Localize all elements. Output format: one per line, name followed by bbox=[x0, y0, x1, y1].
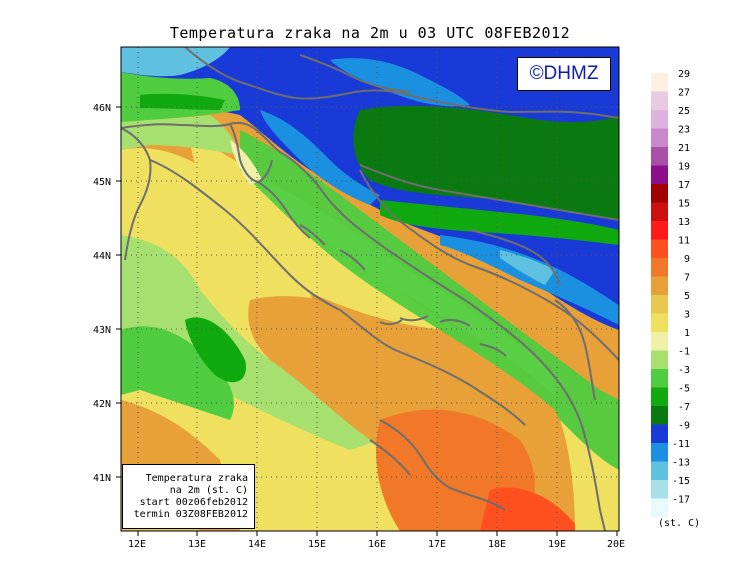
colorbar-label: 21 bbox=[678, 143, 690, 154]
colorbar-swatch bbox=[651, 91, 668, 110]
colorbar-label: 3 bbox=[684, 310, 690, 321]
colorbar-label: 27 bbox=[678, 88, 690, 99]
colorbar-swatch bbox=[651, 239, 668, 258]
colorbar-swatch bbox=[651, 165, 668, 184]
colorbar-label: -9 bbox=[678, 421, 690, 432]
colorbar-swatch bbox=[651, 424, 668, 443]
colorbar-label: -7 bbox=[678, 402, 690, 413]
graticule bbox=[121, 47, 619, 531]
colorbar-swatch bbox=[651, 443, 668, 462]
colorbar-swatch bbox=[651, 184, 668, 203]
colorbar-label: 23 bbox=[678, 125, 690, 136]
latitude-labels: 41N 42N 43N 44N 45N 46N bbox=[93, 103, 111, 484]
colorbar-label: 5 bbox=[684, 291, 690, 302]
colorbar bbox=[651, 73, 668, 517]
lat-label: 45N bbox=[93, 177, 111, 188]
colorbar-swatch bbox=[651, 387, 668, 406]
lat-label: 41N bbox=[93, 473, 111, 484]
map-title: Temperatura zraka na 2m u 03 UTC 08FEB20… bbox=[169, 24, 571, 42]
axis-ticks bbox=[116, 106, 618, 536]
lon-label: 16E bbox=[368, 539, 386, 550]
info-line: Temperatura zraka bbox=[145, 473, 248, 484]
colorbar-swatch bbox=[651, 202, 668, 221]
colorbar-label: -11 bbox=[672, 439, 690, 450]
colorbar-label: -15 bbox=[672, 476, 690, 487]
colorbar-label: -1 bbox=[678, 347, 690, 358]
colorbar-label: 17 bbox=[678, 180, 690, 191]
lon-label: 13E bbox=[188, 539, 206, 550]
colorbar-swatch bbox=[651, 369, 668, 388]
colorbar-swatch bbox=[651, 350, 668, 369]
longitude-labels: 12E 13E 14E 15E 16E 17E 18E 19E 20E bbox=[128, 539, 625, 550]
colorbar-swatch bbox=[651, 110, 668, 129]
info-line: termin 03Z08FEB2012 bbox=[133, 509, 248, 520]
colorbar-swatch bbox=[651, 406, 668, 425]
colorbar-swatch bbox=[651, 221, 668, 240]
colorbar-label: 25 bbox=[678, 106, 690, 117]
colorbar-label: -17 bbox=[672, 495, 690, 506]
colorbar-swatch bbox=[651, 128, 668, 147]
colorbar-swatch bbox=[651, 461, 668, 480]
colorbar-label: 13 bbox=[678, 217, 690, 228]
colorbar-swatch bbox=[651, 73, 668, 92]
info-line: start 00z06feb2012 bbox=[139, 497, 248, 508]
colorbar-label: 7 bbox=[684, 273, 690, 284]
colorbar-label: 19 bbox=[678, 162, 690, 173]
lat-label: 43N bbox=[93, 325, 111, 336]
colorbar-label: 9 bbox=[684, 254, 690, 265]
info-line: na 2m (st. C) bbox=[169, 485, 248, 496]
lon-label: 14E bbox=[248, 539, 266, 550]
colorbar-labels: 29 27 25 23 21 19 17 15 13 11 9 7 5 3 1 -1 -3 -5 -7 -9 -11 -1… bbox=[672, 69, 690, 506]
colorbar-unit: (st. C) bbox=[658, 518, 701, 529]
colorbar-swatch bbox=[651, 276, 668, 295]
colorbar-swatch bbox=[651, 332, 668, 351]
temperature-field bbox=[121, 47, 619, 531]
lon-label: 20E bbox=[607, 539, 625, 550]
colorbar-label: -3 bbox=[678, 365, 690, 376]
colorbar-label: -5 bbox=[678, 384, 690, 395]
copyright-logo: ©DHMZ bbox=[517, 57, 611, 91]
lat-label: 42N bbox=[93, 399, 111, 410]
map-frame bbox=[120, 46, 620, 532]
lon-label: 15E bbox=[308, 539, 326, 550]
lon-label: 18E bbox=[488, 539, 506, 550]
lat-label: 46N bbox=[93, 103, 111, 114]
coastlines bbox=[121, 47, 619, 531]
colorbar-swatch bbox=[651, 480, 668, 499]
colorbar-swatch bbox=[651, 147, 668, 166]
lon-label: 19E bbox=[548, 539, 566, 550]
colorbar-label: 11 bbox=[678, 236, 690, 247]
lon-label: 17E bbox=[428, 539, 446, 550]
colorbar-label: 29 bbox=[678, 69, 690, 80]
lon-label: 12E bbox=[128, 539, 146, 550]
colorbar-swatch bbox=[651, 258, 668, 277]
lat-label: 44N bbox=[93, 251, 111, 262]
colorbar-label: 15 bbox=[678, 199, 690, 210]
info-box: Temperatura zraka na 2m (st. C) start 00… bbox=[122, 464, 255, 529]
colorbar-swatch bbox=[651, 313, 668, 332]
colorbar-swatch bbox=[651, 295, 668, 314]
colorbar-swatch bbox=[651, 498, 668, 517]
colorbar-label: 1 bbox=[684, 328, 690, 339]
colorbar-label: -13 bbox=[672, 458, 690, 469]
